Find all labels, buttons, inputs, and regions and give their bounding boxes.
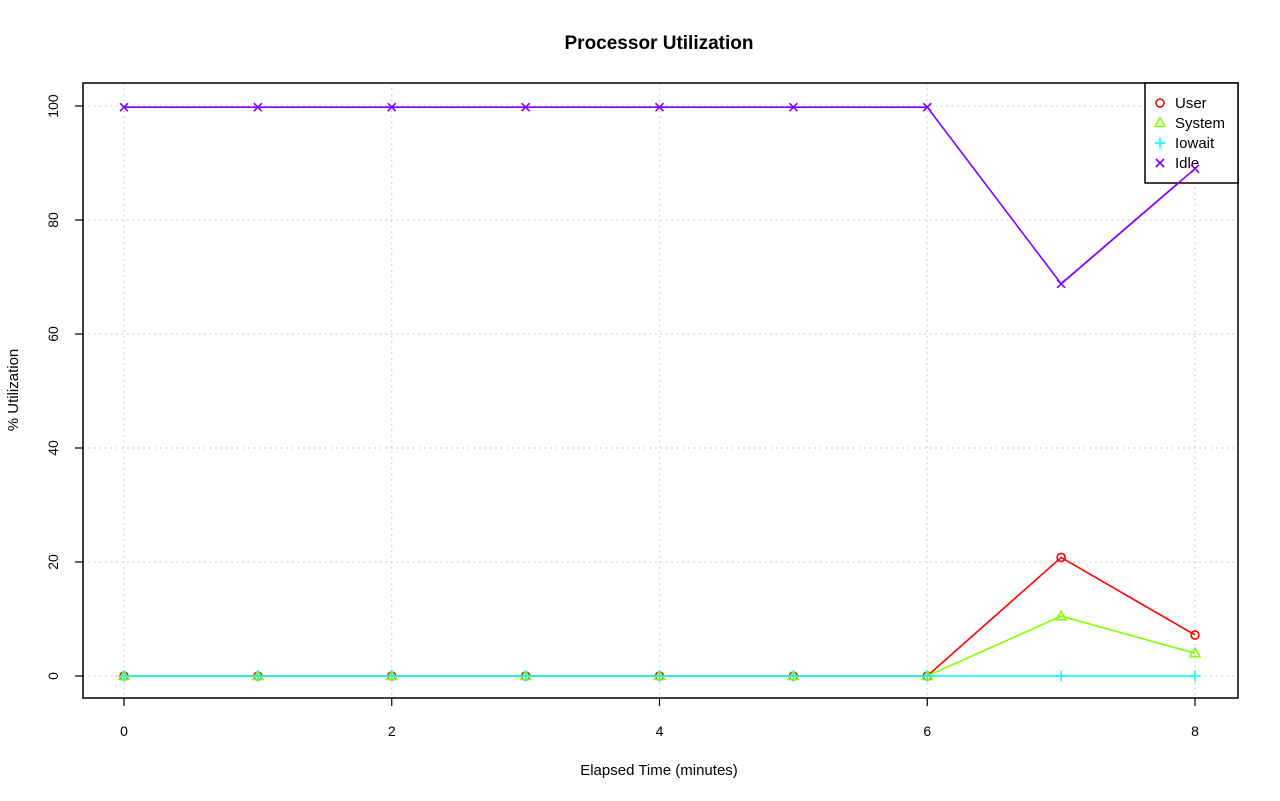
data-point-idle (253, 102, 263, 112)
x-tick-label: 8 (1191, 723, 1199, 739)
x-tick-label: 2 (388, 723, 396, 739)
series-line-idle-overlay (1060, 168, 1196, 285)
y-tick-label: 60 (45, 326, 61, 342)
data-point-idle (387, 102, 397, 112)
data-point-idle (788, 102, 798, 112)
x-tick-label: 6 (923, 723, 931, 739)
data-point-iowait (921, 670, 933, 682)
grid-lines (83, 83, 1238, 698)
series-layer (117, 102, 1202, 682)
x-axis-label: Elapsed Time (minutes) (580, 762, 738, 779)
x-tick-label: 4 (656, 723, 664, 739)
x-tick-label: 0 (120, 723, 128, 739)
data-point-idle (119, 102, 129, 112)
data-point-system (1054, 609, 1068, 621)
series-idle-overlay (1060, 164, 1200, 285)
data-point-iowait (654, 670, 665, 682)
data-point-iowait (252, 670, 264, 682)
y-tick-label: 100 (45, 94, 61, 118)
data-point-user (1190, 630, 1200, 640)
legend-label-user: User (1175, 95, 1207, 112)
y-tick-label: 80 (45, 212, 61, 228)
data-point-iowait (1189, 670, 1201, 682)
data-point-user (1056, 552, 1066, 563)
data-point-idle-overlay (1190, 164, 1200, 174)
data-point-iowait (118, 670, 130, 682)
legend-marker-system (1153, 116, 1167, 128)
data-point-idle (521, 102, 531, 112)
data-point-idle (922, 102, 932, 112)
data-point-iowait (520, 670, 532, 682)
series-iowait (118, 670, 1201, 682)
data-point-iowait (386, 670, 398, 682)
legend-marker-idle (1155, 158, 1165, 168)
legend-label-iowait: Iowait (1175, 135, 1215, 152)
y-tick-label: 0 (45, 672, 61, 680)
y-tick-label: 40 (45, 440, 61, 456)
chart-title: Processor Utilization (565, 33, 754, 54)
y-tick-label: 20 (45, 554, 61, 570)
data-point-idle (654, 102, 665, 112)
legend-marker-iowait (1154, 137, 1166, 149)
y-axis-label: % Utilization (5, 349, 22, 432)
legend-marker-user (1155, 98, 1165, 108)
legend-label-system: System (1175, 115, 1225, 132)
plot-frame (82, 82, 1239, 699)
data-point-iowait (1055, 670, 1067, 682)
data-point-system (1188, 646, 1202, 658)
data-point-iowait (787, 670, 799, 682)
